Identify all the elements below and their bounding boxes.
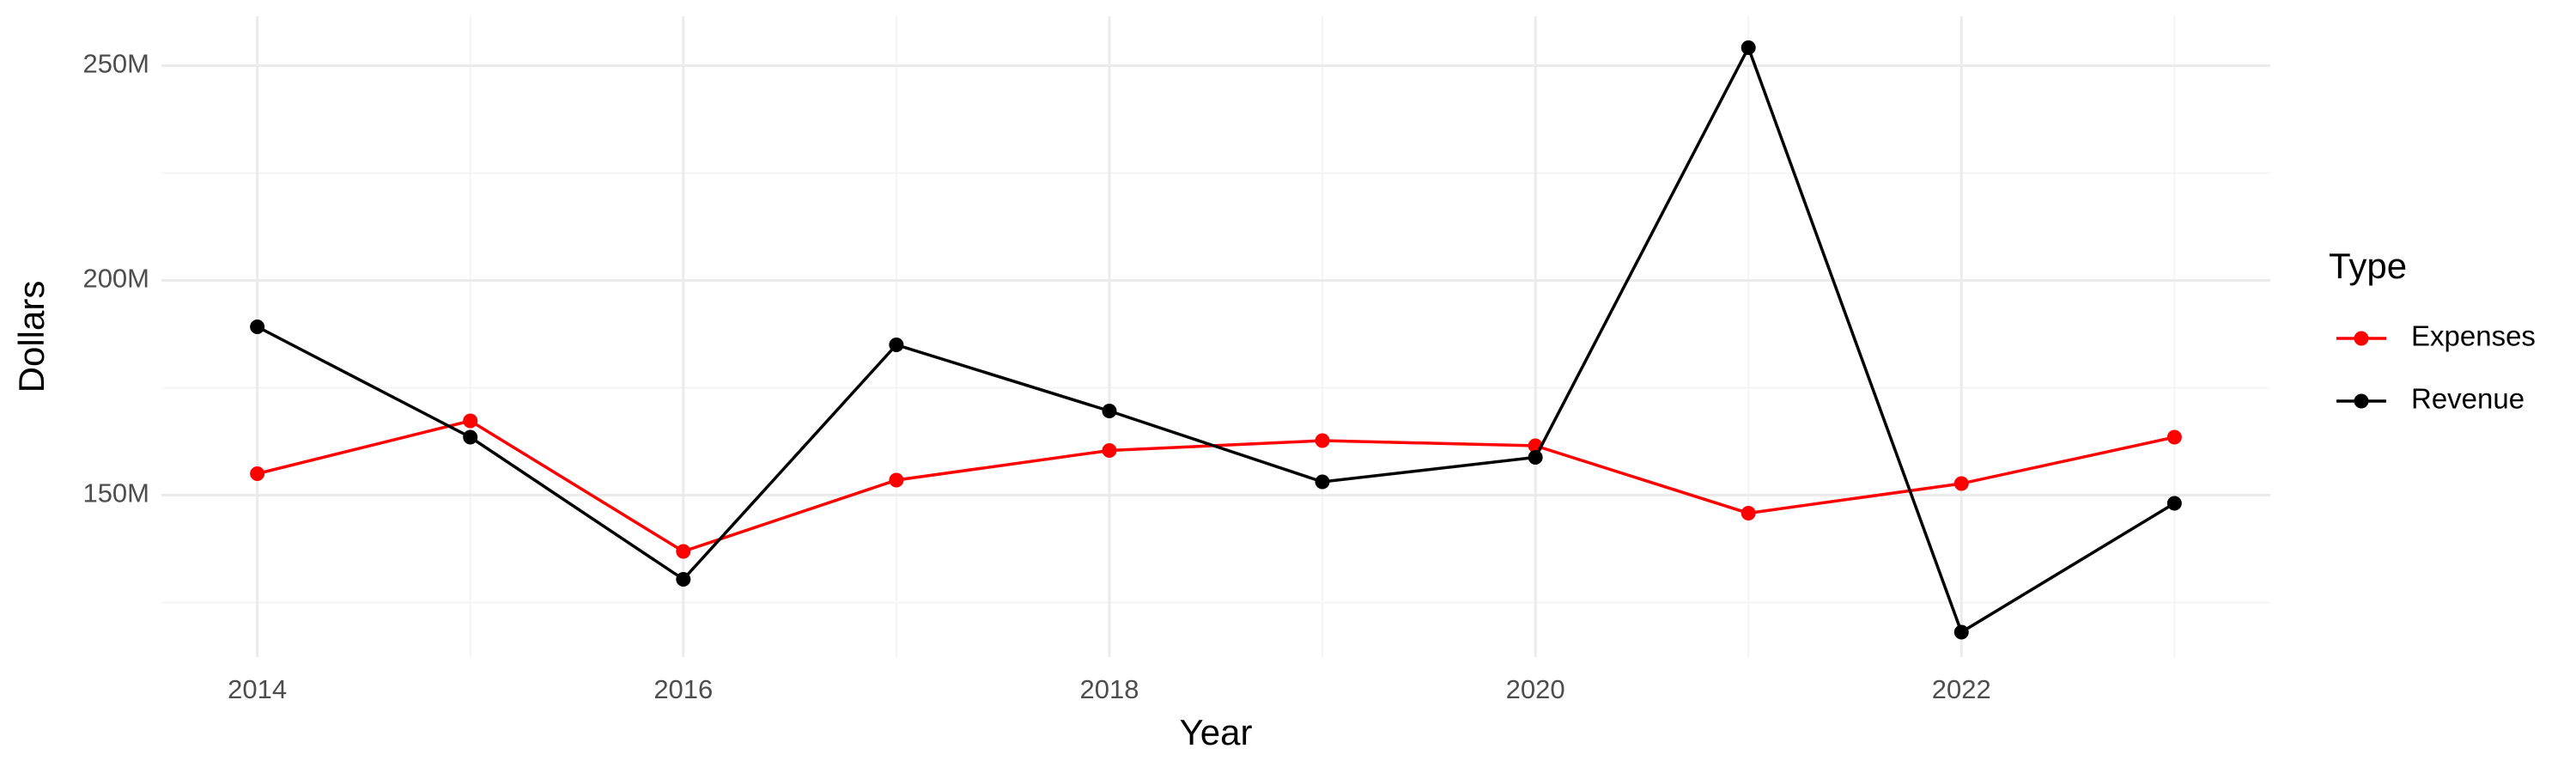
y-tick-label: 250M xyxy=(82,49,149,79)
legend-marker xyxy=(2354,393,2369,409)
legend-label: Expenses xyxy=(2411,320,2536,352)
x-tick-label: 2014 xyxy=(228,674,287,704)
x-tick-label: 2018 xyxy=(1079,674,1139,704)
data-point xyxy=(463,429,478,445)
data-point xyxy=(463,413,478,429)
data-point xyxy=(250,466,265,481)
data-point xyxy=(1315,474,1330,490)
data-point xyxy=(889,338,904,352)
series-line xyxy=(256,44,2176,635)
y-tick-label: 150M xyxy=(82,478,149,508)
legend-title: Type xyxy=(2329,246,2407,286)
data-point xyxy=(1315,433,1330,448)
data-point xyxy=(2166,496,2182,511)
data-point xyxy=(676,572,691,587)
legend-marker xyxy=(2354,331,2369,346)
data-point xyxy=(2166,429,2182,445)
data-point xyxy=(1102,404,1117,418)
data-point xyxy=(1741,506,1756,520)
data-point xyxy=(1953,476,1969,491)
data-point xyxy=(1528,450,1543,465)
x-tick-label: 2020 xyxy=(1506,674,1565,704)
data-point xyxy=(1953,624,1969,640)
data-point xyxy=(1102,443,1117,458)
data-point xyxy=(889,472,904,488)
data-point xyxy=(250,320,265,334)
x-axis-title: Year xyxy=(1180,712,1253,752)
y-tick-label: 200M xyxy=(82,264,149,294)
y-axis-title: Dollars xyxy=(11,281,52,393)
data-point xyxy=(1741,40,1756,55)
data-point xyxy=(676,544,691,559)
x-tick-label: 2022 xyxy=(1932,674,1991,704)
x-tick-label: 2016 xyxy=(653,674,713,704)
legend-label: Revenue xyxy=(2411,383,2524,415)
